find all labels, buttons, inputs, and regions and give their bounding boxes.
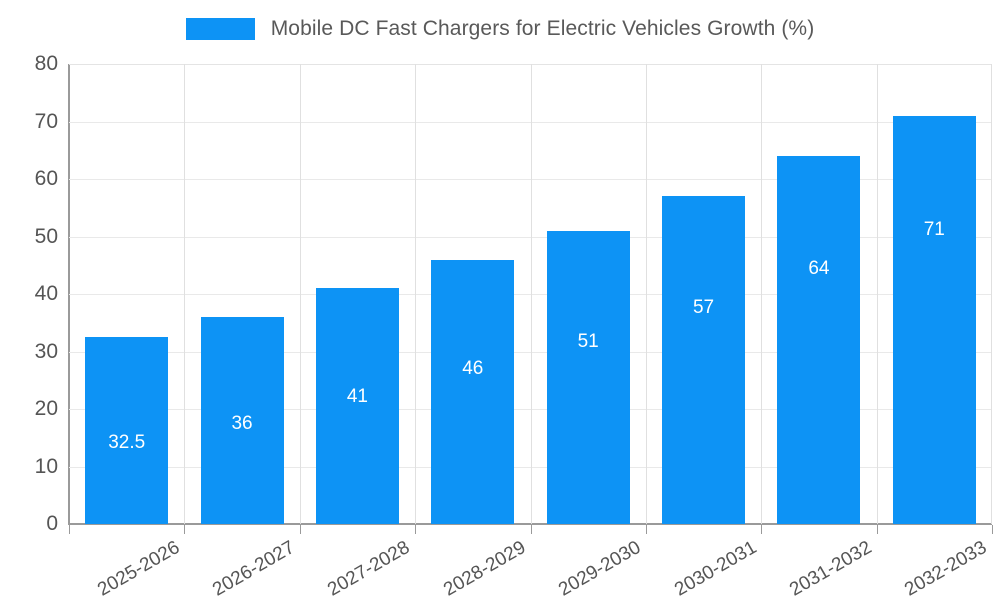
y-axis-tick-label: 10 bbox=[34, 454, 58, 478]
bar-value-label: 51 bbox=[577, 330, 599, 352]
gridline-vertical bbox=[531, 64, 532, 524]
gridline-vertical bbox=[761, 64, 762, 524]
x-axis-tick-mark bbox=[415, 525, 416, 534]
gridline-vertical bbox=[300, 64, 301, 524]
bar[interactable] bbox=[662, 196, 746, 524]
x-axis-tick-label: 2028-2029 bbox=[439, 537, 530, 601]
x-axis-tick-label: 2032-2033 bbox=[901, 537, 991, 601]
bar-value-label: 46 bbox=[462, 358, 484, 380]
gridline-horizontal bbox=[69, 179, 992, 180]
x-axis-tick-label: 2029-2030 bbox=[555, 537, 645, 601]
y-axis-tick-label: 0 bbox=[46, 512, 58, 535]
x-axis-tick-mark bbox=[992, 525, 993, 534]
y-axis-tick-label: 60 bbox=[34, 167, 58, 190]
y-axis-tick-label: 20 bbox=[34, 397, 58, 420]
gridline-horizontal bbox=[69, 236, 992, 238]
bar[interactable] bbox=[431, 259, 515, 524]
y-axis-tick-label: 50 bbox=[34, 224, 58, 248]
gridline-horizontal bbox=[69, 409, 992, 410]
gridline-vertical bbox=[415, 64, 416, 524]
bar-value-label: 32.5 bbox=[108, 432, 146, 454]
gridline-vertical bbox=[877, 64, 878, 524]
bar-value-label: 71 bbox=[923, 219, 945, 241]
plot-right-border bbox=[991, 64, 992, 524]
x-axis-tick-mark bbox=[184, 525, 185, 534]
bar[interactable] bbox=[315, 288, 399, 524]
x-axis-tick-mark bbox=[300, 525, 301, 534]
x-axis-tick-mark bbox=[531, 525, 532, 534]
gridline-vertical bbox=[646, 64, 647, 524]
x-axis-tick-mark bbox=[646, 525, 647, 534]
y-axis-tick-label: 80 bbox=[34, 52, 58, 75]
y-axis-tick-labels: 0 10 20 30 40 50 60 70 80 bbox=[0, 0, 58, 600]
bar-value-label: 41 bbox=[346, 385, 369, 407]
bar-value-label: 64 bbox=[808, 258, 830, 280]
x-axis-line bbox=[69, 523, 992, 525]
gridline-horizontal bbox=[69, 64, 992, 65]
x-axis-tick-label: 2027-2028 bbox=[324, 537, 414, 601]
gridline-horizontal bbox=[69, 351, 992, 353]
bar-value-label: 57 bbox=[692, 297, 715, 319]
bar[interactable] bbox=[892, 115, 976, 524]
gridline-horizontal bbox=[69, 466, 992, 468]
bar[interactable] bbox=[546, 230, 630, 524]
gridline-horizontal bbox=[69, 121, 992, 123]
legend-label: Mobile DC Fast Chargers for Electric Veh… bbox=[270, 17, 815, 40]
x-axis-tick-label: 2025-2026 bbox=[93, 537, 184, 601]
y-axis-tick-label: 40 bbox=[34, 282, 58, 305]
bar-value-label: 36 bbox=[231, 413, 253, 435]
legend-color-swatch bbox=[185, 18, 255, 40]
y-axis-tick-label: 30 bbox=[34, 339, 58, 363]
bar[interactable] bbox=[200, 317, 284, 524]
bar[interactable] bbox=[777, 156, 861, 524]
x-axis-tick-mark bbox=[69, 525, 70, 534]
gridline-vertical bbox=[184, 64, 185, 524]
chart-legend: Mobile DC Fast Chargers for Electric Veh… bbox=[0, 12, 1000, 46]
x-axis-tick-label: 2030-2031 bbox=[670, 537, 760, 601]
bar[interactable] bbox=[85, 337, 169, 524]
x-axis-tick-label: 2031-2032 bbox=[786, 537, 876, 601]
gridline-horizontal bbox=[69, 294, 992, 295]
x-axis-tick-mark bbox=[877, 525, 878, 534]
x-axis-tick-mark bbox=[761, 525, 762, 534]
x-axis-tick-label: 2026-2027 bbox=[209, 537, 299, 601]
y-axis-tick-label: 70 bbox=[34, 109, 58, 133]
plot-area: 32.5 36 41 46 51 57 64 71 bbox=[69, 64, 992, 524]
